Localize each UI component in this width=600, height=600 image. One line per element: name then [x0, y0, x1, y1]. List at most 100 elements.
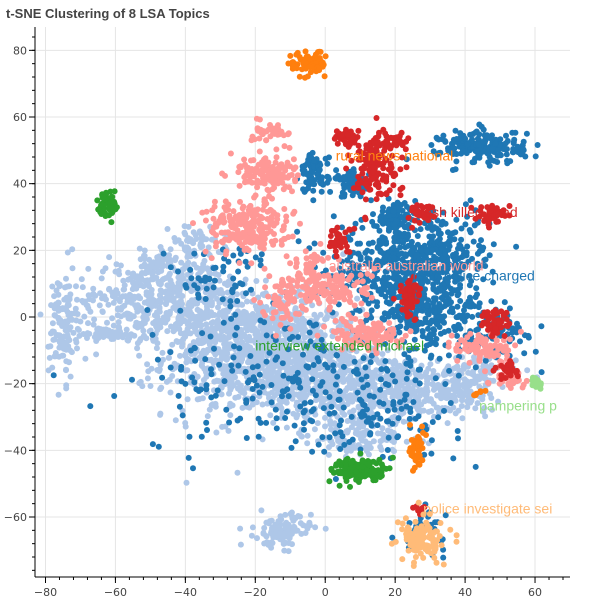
data-point — [474, 400, 481, 407]
data-point — [302, 187, 309, 193]
data-point — [474, 250, 481, 257]
data-point — [310, 197, 317, 204]
data-point — [213, 232, 220, 239]
data-point — [262, 277, 269, 284]
data-point — [495, 147, 502, 154]
data-point — [294, 283, 301, 290]
data-point — [106, 285, 113, 292]
data-point — [232, 394, 239, 401]
data-point — [344, 429, 351, 436]
data-point — [328, 403, 335, 410]
data-point — [364, 284, 370, 291]
data-point — [121, 282, 128, 289]
data-point — [51, 305, 58, 312]
data-point — [63, 367, 69, 374]
data-point — [193, 236, 200, 242]
data-point — [413, 326, 420, 333]
data-point — [164, 328, 171, 335]
data-point — [317, 180, 324, 187]
data-point — [370, 278, 377, 285]
data-point — [227, 150, 234, 157]
data-point — [287, 359, 294, 366]
data-point — [380, 400, 387, 407]
data-point — [262, 341, 269, 347]
data-point — [183, 284, 190, 291]
data-point — [348, 424, 355, 431]
data-point — [462, 377, 469, 384]
data-point — [278, 241, 285, 248]
data-point — [249, 311, 256, 317]
data-point — [406, 415, 413, 422]
data-point — [256, 371, 263, 378]
data-point — [124, 331, 131, 338]
data-point — [245, 321, 252, 328]
data-point — [187, 330, 194, 337]
data-point — [437, 230, 444, 237]
data-point — [316, 166, 323, 173]
data-point — [209, 207, 216, 214]
data-point — [202, 296, 209, 302]
data-point — [146, 297, 153, 304]
data-point — [467, 229, 474, 236]
data-point — [172, 417, 179, 424]
data-point — [315, 441, 322, 448]
data-point — [242, 258, 249, 265]
data-point — [254, 363, 261, 370]
data-point — [160, 250, 167, 257]
data-point — [218, 238, 225, 245]
data-point — [415, 366, 422, 373]
data-point — [455, 435, 461, 442]
data-point — [374, 303, 380, 310]
data-point — [108, 336, 115, 342]
data-point — [117, 294, 124, 301]
data-point — [336, 396, 343, 403]
data-point — [49, 283, 56, 290]
data-point — [449, 167, 456, 173]
data-point — [391, 313, 398, 320]
data-point — [342, 287, 349, 294]
data-point — [322, 423, 328, 430]
data-point — [395, 392, 402, 399]
data-point — [110, 299, 117, 306]
data-point — [203, 285, 210, 292]
data-point — [132, 323, 139, 330]
data-point — [253, 278, 260, 284]
data-point — [492, 140, 499, 147]
data-point — [309, 350, 316, 357]
data-point — [247, 353, 254, 359]
data-point — [326, 434, 333, 441]
data-point — [347, 373, 354, 380]
data-point — [263, 380, 270, 387]
data-point — [419, 328, 426, 334]
data-point — [282, 539, 289, 546]
data-point — [63, 358, 70, 365]
data-point — [195, 337, 202, 343]
data-point — [97, 290, 104, 297]
data-point — [272, 356, 279, 363]
data-point — [333, 284, 340, 291]
data-point — [377, 286, 384, 293]
data-point — [441, 329, 448, 335]
data-point — [432, 341, 439, 348]
data-point — [259, 215, 266, 222]
data-point — [129, 272, 136, 279]
data-point — [418, 373, 425, 380]
data-point — [303, 523, 310, 530]
data-point — [73, 283, 79, 290]
data-point — [143, 312, 149, 319]
data-point — [303, 363, 310, 370]
data-point — [454, 428, 461, 434]
data-point — [236, 182, 243, 189]
data-point — [273, 146, 280, 153]
data-point — [218, 213, 225, 220]
data-point — [336, 422, 343, 429]
data-point — [246, 209, 253, 216]
data-point — [179, 412, 186, 419]
data-point — [55, 391, 62, 398]
data-point — [243, 290, 249, 297]
data-point — [321, 332, 328, 339]
data-point — [290, 210, 297, 217]
data-point — [305, 379, 312, 386]
data-point — [249, 395, 256, 402]
data-point — [423, 247, 430, 254]
